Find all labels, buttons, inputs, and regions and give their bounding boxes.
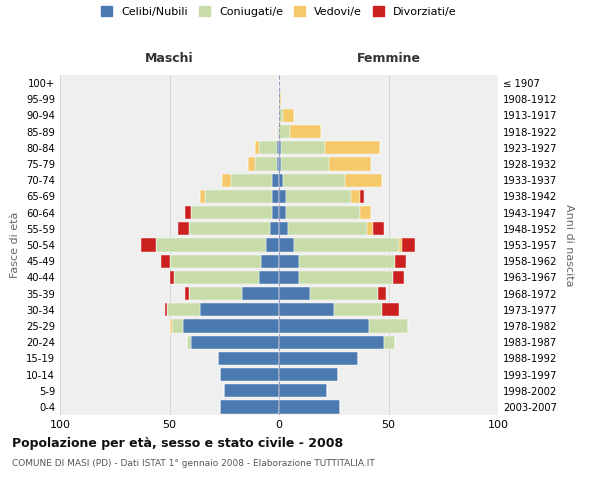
Bar — [277, 125, 279, 138]
Bar — [182, 320, 279, 332]
Bar — [187, 336, 191, 349]
Bar — [299, 270, 393, 284]
Bar — [189, 287, 242, 300]
Bar — [286, 190, 351, 203]
Text: COMUNE DI MASI (PD) - Dati ISTAT 1° gennaio 2008 - Elaborazione TUTTITALIA.IT: COMUNE DI MASI (PD) - Dati ISTAT 1° genn… — [12, 459, 375, 468]
Bar — [157, 238, 266, 252]
Bar — [189, 222, 270, 235]
Text: Femmine: Femmine — [356, 52, 421, 66]
Bar — [242, 287, 279, 300]
Bar — [279, 141, 281, 154]
Bar — [222, 174, 231, 187]
Bar — [255, 158, 277, 170]
Bar — [170, 320, 172, 332]
Bar — [279, 125, 290, 138]
Bar — [367, 222, 373, 235]
Bar — [279, 254, 299, 268]
Bar — [345, 174, 382, 187]
Bar — [279, 352, 358, 365]
Bar — [272, 206, 279, 220]
Bar — [220, 400, 279, 413]
Bar — [174, 270, 259, 284]
Bar — [279, 400, 340, 413]
Bar — [178, 222, 189, 235]
Bar — [200, 303, 279, 316]
Bar — [279, 222, 288, 235]
Bar — [393, 270, 404, 284]
Bar — [185, 287, 189, 300]
Bar — [279, 206, 286, 220]
Bar — [382, 303, 400, 316]
Bar — [401, 238, 415, 252]
Y-axis label: Fasce di età: Fasce di età — [10, 212, 20, 278]
Bar — [279, 174, 283, 187]
Bar — [277, 158, 279, 170]
Bar — [191, 336, 279, 349]
Bar — [400, 238, 401, 252]
Bar — [360, 190, 364, 203]
Bar — [279, 336, 384, 349]
Text: Maschi: Maschi — [145, 52, 194, 66]
Bar — [185, 206, 191, 220]
Bar — [205, 190, 272, 203]
Bar — [170, 254, 262, 268]
Bar — [270, 222, 279, 235]
Bar — [231, 174, 272, 187]
Bar — [224, 384, 279, 398]
Bar — [167, 303, 200, 316]
Bar — [170, 270, 174, 284]
Bar — [279, 270, 299, 284]
Bar — [248, 158, 255, 170]
Bar — [220, 368, 279, 381]
Bar — [272, 190, 279, 203]
Bar — [279, 384, 327, 398]
Bar — [279, 109, 283, 122]
Y-axis label: Anni di nascita: Anni di nascita — [564, 204, 574, 286]
Bar — [279, 303, 334, 316]
Bar — [279, 190, 286, 203]
Bar — [141, 238, 157, 252]
Bar — [281, 158, 329, 170]
Bar — [295, 238, 400, 252]
Bar — [279, 158, 281, 170]
Bar — [279, 320, 369, 332]
Bar — [279, 368, 338, 381]
Bar — [351, 190, 360, 203]
Bar — [283, 109, 295, 122]
Bar — [286, 206, 360, 220]
Bar — [360, 206, 371, 220]
Bar — [299, 254, 395, 268]
Bar — [369, 320, 408, 332]
Bar — [259, 141, 277, 154]
Bar — [329, 158, 371, 170]
Bar — [334, 303, 382, 316]
Bar — [281, 141, 325, 154]
Bar — [200, 190, 205, 203]
Bar — [279, 238, 295, 252]
Bar — [161, 254, 170, 268]
Bar — [279, 92, 281, 106]
Bar — [255, 141, 259, 154]
Bar — [272, 174, 279, 187]
Bar — [277, 141, 279, 154]
Bar — [325, 141, 380, 154]
Bar — [395, 254, 406, 268]
Bar — [191, 206, 272, 220]
Bar — [172, 320, 182, 332]
Bar — [283, 174, 344, 187]
Bar — [218, 352, 279, 365]
Bar — [288, 222, 367, 235]
Text: Popolazione per età, sesso e stato civile - 2008: Popolazione per età, sesso e stato civil… — [12, 438, 343, 450]
Bar — [384, 336, 395, 349]
Bar — [310, 287, 377, 300]
Bar — [259, 270, 279, 284]
Bar — [290, 125, 320, 138]
Bar — [377, 287, 386, 300]
Bar — [266, 238, 279, 252]
Legend: Celibi/Nubili, Coniugati/e, Vedovi/e, Divorziati/e: Celibi/Nubili, Coniugati/e, Vedovi/e, Di… — [101, 6, 457, 16]
Bar — [262, 254, 279, 268]
Bar — [373, 222, 384, 235]
Bar — [165, 303, 167, 316]
Bar — [279, 287, 310, 300]
